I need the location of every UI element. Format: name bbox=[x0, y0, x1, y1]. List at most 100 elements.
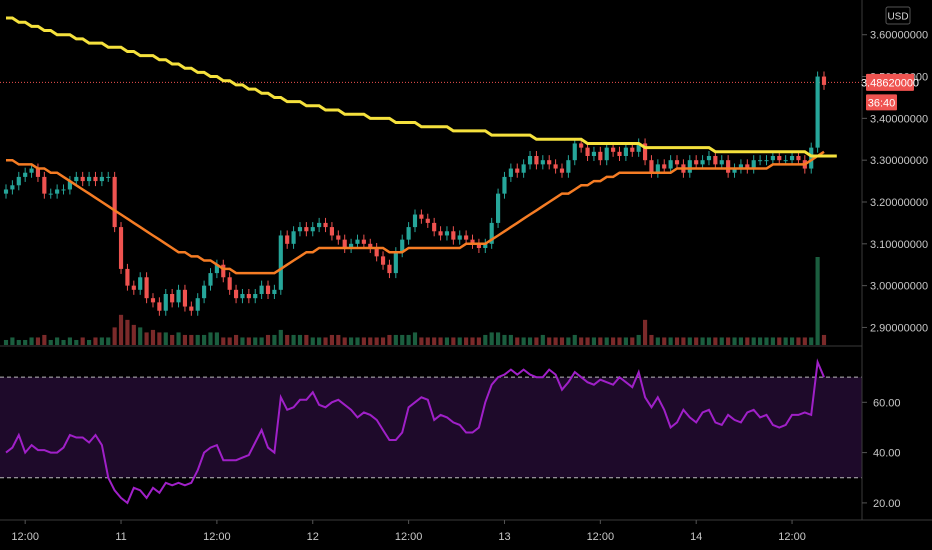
volume-bar bbox=[29, 337, 34, 345]
candle-body bbox=[521, 164, 526, 173]
candle-body bbox=[61, 189, 66, 191]
price-tick-label: 3.60000000 bbox=[870, 30, 928, 42]
candle-body bbox=[732, 168, 737, 173]
volume-bar bbox=[150, 329, 156, 345]
volume-bar bbox=[770, 337, 775, 345]
volume-bar bbox=[681, 337, 686, 345]
volume-bar bbox=[719, 337, 724, 345]
candle-body bbox=[700, 160, 705, 165]
volume-bar bbox=[393, 334, 398, 345]
volume-bar bbox=[329, 334, 334, 345]
candle-body bbox=[572, 143, 577, 161]
volume-bar bbox=[425, 337, 430, 345]
volume-bar bbox=[380, 337, 386, 345]
candle-body bbox=[349, 243, 354, 248]
volume-bar bbox=[163, 332, 168, 345]
candle-body bbox=[777, 156, 782, 161]
candle-body bbox=[534, 156, 539, 165]
volume-bar bbox=[451, 337, 456, 345]
currency-badge-frame bbox=[885, 6, 911, 25]
candle-body bbox=[706, 156, 712, 161]
candle-body bbox=[540, 160, 545, 165]
volume-bar bbox=[10, 337, 15, 345]
rsi-axis: 60.00 40.00 20.00 bbox=[862, 397, 901, 510]
candle-body bbox=[74, 176, 79, 182]
volume-bar bbox=[783, 337, 788, 345]
volume-bar bbox=[815, 257, 820, 345]
candle-body bbox=[67, 181, 72, 190]
volume-bar bbox=[751, 337, 756, 345]
volume-bar bbox=[170, 334, 175, 345]
volume-bar bbox=[527, 337, 533, 345]
volume-bar bbox=[253, 337, 258, 345]
candle-body bbox=[662, 164, 667, 169]
current-price-tag: 3.48620000 36:40 bbox=[861, 73, 919, 111]
volume-bar bbox=[789, 337, 795, 345]
candle-body bbox=[655, 164, 660, 173]
current-price-tag-bg bbox=[866, 73, 914, 91]
volume-bar bbox=[636, 334, 641, 345]
candle-body bbox=[144, 277, 149, 299]
rsi-line bbox=[5, 358, 825, 505]
time-tick-label: 14 bbox=[690, 531, 702, 543]
candle-body bbox=[789, 156, 795, 161]
candle-body bbox=[393, 252, 398, 274]
volume-bar bbox=[42, 334, 47, 345]
candle-body bbox=[176, 289, 181, 303]
volume-bar bbox=[233, 334, 239, 345]
volume-bar bbox=[687, 337, 692, 345]
candle-body bbox=[770, 156, 775, 161]
candle-body bbox=[649, 160, 654, 173]
volume-bar bbox=[23, 339, 28, 345]
volume-bar bbox=[726, 337, 731, 345]
candle-body bbox=[566, 160, 571, 173]
candle-body bbox=[170, 294, 175, 303]
volume-bar bbox=[540, 334, 545, 345]
volume-bar bbox=[285, 334, 290, 345]
candle-body bbox=[547, 160, 552, 165]
time-tick-label: 12:00 bbox=[395, 531, 423, 543]
candle-body bbox=[636, 143, 641, 152]
currency-badge[interactable]: USD bbox=[885, 6, 911, 25]
candle-body bbox=[611, 147, 616, 152]
candle-body bbox=[553, 164, 558, 169]
volume-bar bbox=[16, 339, 21, 345]
candle-body bbox=[253, 294, 258, 299]
volume-bar bbox=[246, 337, 251, 345]
volume-bar bbox=[138, 327, 143, 345]
volume-bar bbox=[617, 337, 622, 345]
volume-bar bbox=[214, 332, 219, 345]
candle-body bbox=[48, 193, 53, 195]
currency-label: USD bbox=[887, 12, 908, 23]
rsi-tick-label: 20.00 bbox=[873, 498, 901, 510]
candle-body bbox=[80, 176, 85, 182]
volume-bar bbox=[291, 334, 296, 345]
candle-body bbox=[118, 227, 124, 269]
candle-body bbox=[400, 239, 405, 253]
candle-body bbox=[323, 222, 328, 228]
volume-bar bbox=[732, 337, 737, 345]
volume-bar bbox=[674, 337, 680, 345]
volume-bar bbox=[182, 334, 188, 345]
volume-bar bbox=[176, 332, 181, 345]
candle-body bbox=[125, 268, 130, 286]
candle-body bbox=[585, 147, 590, 156]
candle-body bbox=[336, 235, 341, 240]
rsi-tick-label: 60.00 bbox=[873, 397, 901, 409]
candle-body bbox=[738, 164, 743, 169]
volume-bar bbox=[221, 337, 226, 345]
candle-body bbox=[246, 294, 251, 299]
candle-body bbox=[745, 164, 750, 169]
volume-bar bbox=[74, 339, 79, 345]
candle-body bbox=[317, 222, 322, 228]
volume-bar bbox=[572, 334, 577, 345]
candle-body bbox=[598, 151, 603, 161]
candle-body bbox=[55, 189, 60, 194]
candle-body bbox=[182, 289, 188, 307]
volume-bar bbox=[106, 337, 111, 345]
volume-bar bbox=[694, 337, 699, 345]
time-tick-label: 12 bbox=[307, 531, 319, 543]
volume-bar bbox=[483, 334, 488, 345]
volume-bar bbox=[598, 337, 603, 345]
